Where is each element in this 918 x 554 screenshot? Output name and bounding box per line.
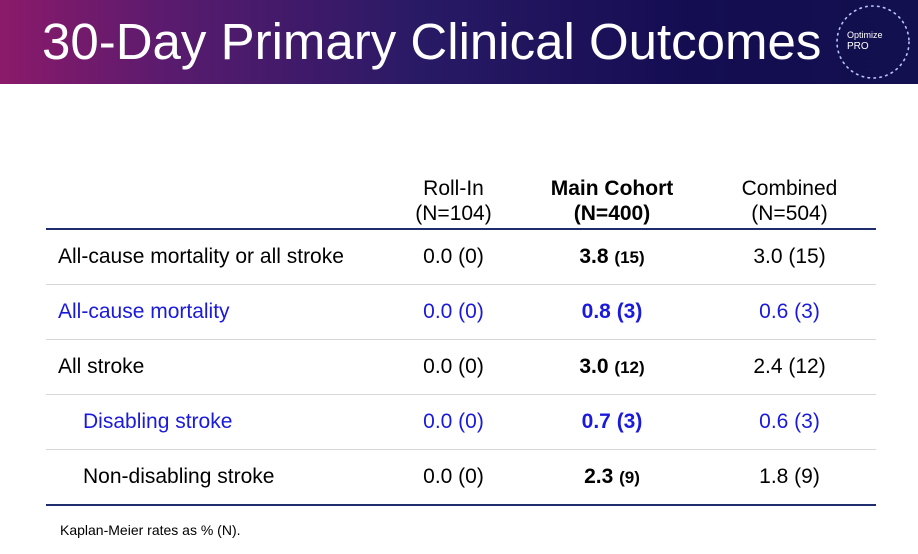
main-cohort-rate: 0.8 — [581, 300, 611, 323]
combined-cell: 3.0 (15) — [703, 229, 876, 285]
row-label: Disabling stroke — [46, 394, 386, 450]
main-cohort-count: (3) — [616, 300, 643, 323]
logo-line-2: PRO — [847, 41, 869, 52]
row-label: All stroke — [46, 339, 386, 395]
table-row: Non-disabling stroke 0.0 (0) 2.3 (9) 1.8… — [46, 449, 876, 506]
table-header-row: Roll-In (N=104) Main Cohort (N=400) Comb… — [46, 170, 876, 230]
combined-cell: 0.6 (3) — [703, 284, 876, 340]
roll-in-cell: 0.0 (0) — [386, 394, 521, 450]
main-cohort-count: (12) — [614, 358, 645, 377]
combined-cell: 0.6 (3) — [703, 394, 876, 450]
table-row: All-cause mortality 0.0 (0) 0.8 (3) 0.6 … — [46, 284, 876, 340]
row-label: All-cause mortality — [46, 284, 386, 340]
header-combined: Combined (N=504) — [703, 170, 876, 230]
main-cohort-count: (3) — [616, 410, 643, 433]
roll-in-cell: 0.0 (0) — [386, 229, 521, 285]
row-label: All-cause mortality or all stroke — [46, 229, 386, 285]
logo-text: Optimize PRO — [847, 30, 883, 52]
title-banner: 30-Day Primary Clinical Outcomes Optimiz… — [0, 0, 918, 84]
main-cohort-rate: 3.8 — [579, 245, 609, 268]
main-cohort-cell: 3.0 (12) — [521, 339, 703, 395]
main-cohort-cell: 0.8 (3) — [521, 284, 703, 340]
table-row: All-cause mortality or all stroke 0.0 (0… — [46, 229, 876, 285]
header-outcome — [46, 170, 386, 230]
footnote: Kaplan-Meier rates as % (N). — [60, 522, 241, 538]
main-cohort-count: (15) — [614, 248, 645, 267]
table-row: Disabling stroke 0.0 (0) 0.7 (3) 0.6 (3) — [46, 394, 876, 450]
header-combined-n: (N=504) — [751, 202, 828, 225]
header-roll-in-name: Roll-In — [423, 177, 484, 200]
roll-in-cell: 0.0 (0) — [386, 339, 521, 395]
row-label: Non-disabling stroke — [46, 449, 386, 506]
main-cohort-rate: 3.0 — [579, 355, 609, 378]
header-roll-in-n: (N=104) — [415, 202, 492, 225]
main-cohort-cell: 3.8 (15) — [521, 229, 703, 285]
roll-in-cell: 0.0 (0) — [386, 449, 521, 506]
optimize-pro-logo: Optimize PRO — [833, 2, 913, 82]
header-combined-name: Combined — [741, 177, 838, 200]
combined-cell: 1.8 (9) — [703, 449, 876, 506]
main-cohort-cell: 2.3 (9) — [521, 449, 703, 506]
logo-line-1: Optimize — [847, 30, 883, 40]
header-main-cohort: Main Cohort (N=400) — [521, 170, 703, 230]
main-cohort-rate: 0.7 — [581, 410, 611, 433]
header-roll-in: Roll-In (N=104) — [386, 170, 521, 230]
outcomes-table: Roll-In (N=104) Main Cohort (N=400) Comb… — [46, 170, 876, 506]
table-row: All stroke 0.0 (0) 3.0 (12) 2.4 (12) — [46, 339, 876, 395]
combined-cell: 2.4 (12) — [703, 339, 876, 395]
main-cohort-cell: 0.7 (3) — [521, 394, 703, 450]
header-main-cohort-n: (N=400) — [573, 202, 651, 225]
page-title: 30-Day Primary Clinical Outcomes — [42, 13, 822, 70]
main-cohort-count: (9) — [619, 468, 640, 487]
dotted-circle-icon — [836, 5, 910, 79]
roll-in-cell: 0.0 (0) — [386, 284, 521, 340]
header-main-cohort-name: Main Cohort — [550, 177, 674, 200]
main-cohort-rate: 2.3 — [584, 465, 614, 488]
